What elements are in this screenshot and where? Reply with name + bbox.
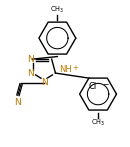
Text: N: N — [41, 78, 47, 87]
Text: $\mathregular{CH_3}$: $\mathregular{CH_3}$ — [50, 4, 64, 15]
Text: −: − — [102, 80, 108, 89]
Text: NH: NH — [59, 65, 72, 74]
Text: +: + — [72, 65, 78, 71]
Text: N: N — [27, 55, 34, 64]
Text: $\mathregular{CH_3}$: $\mathregular{CH_3}$ — [91, 118, 105, 128]
Text: N: N — [15, 98, 21, 107]
Text: N: N — [27, 69, 33, 78]
Text: Cl: Cl — [89, 82, 97, 91]
